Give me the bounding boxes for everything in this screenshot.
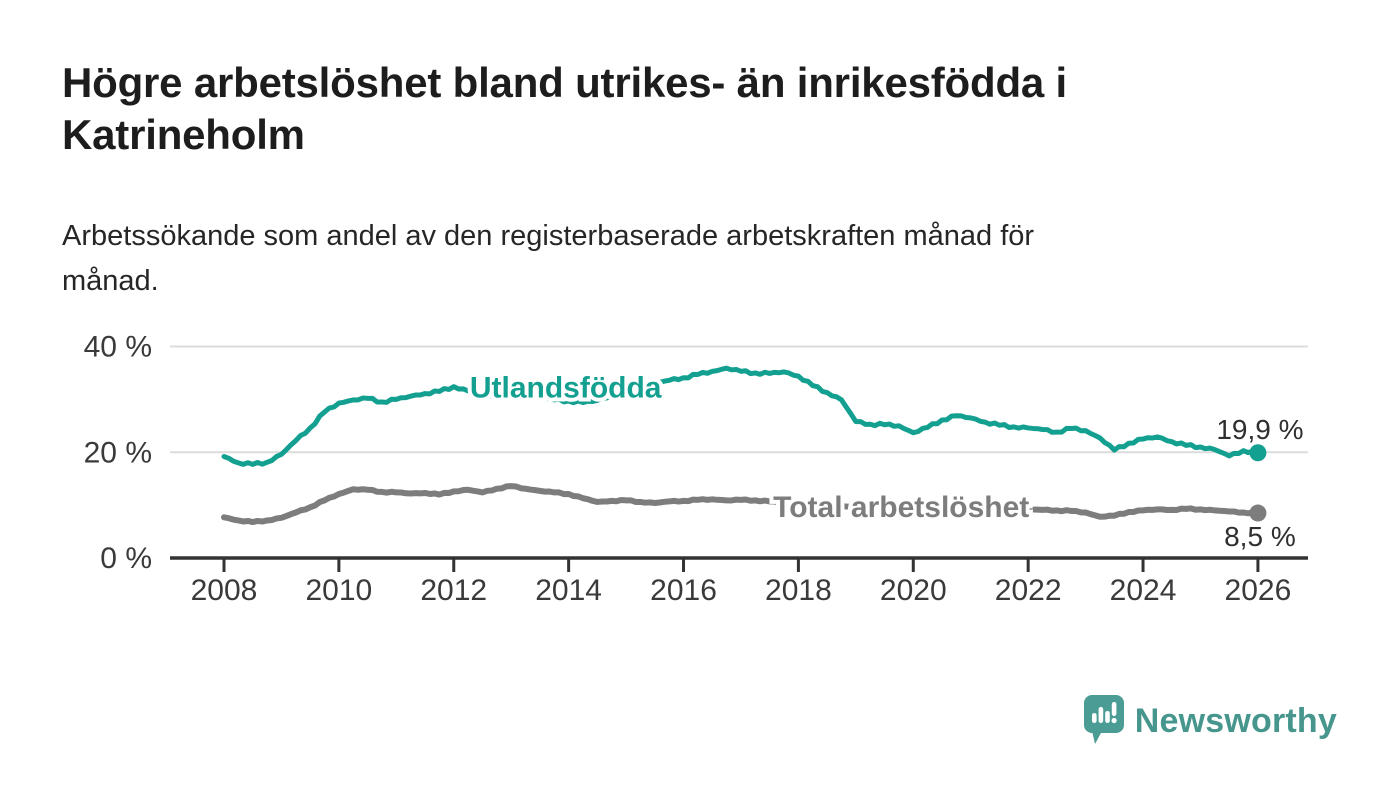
newsworthy-logo: Newsworthy: [1083, 695, 1337, 748]
newsworthy-speech-bubble-barchart-icon: [1083, 695, 1124, 744]
brand-name: Newsworthy: [1134, 702, 1337, 740]
x-axis-label-2022: 2022: [995, 574, 1062, 607]
x-axis-label-2008: 2008: [191, 574, 258, 607]
series-line-total: [221, 483, 1261, 526]
page-title-line-1: Högre arbetslöshet bland utrikes- än inr…: [62, 59, 1068, 106]
end-dot-utlandsfodda: [1249, 444, 1267, 462]
x-axis-label-2018: 2018: [765, 574, 832, 607]
x-axis-label-2024: 2024: [1110, 574, 1177, 607]
chart-subtitle-line-1: Arbetssökande som andel av den registerb…: [62, 220, 1035, 252]
exclamation-bar: [1111, 702, 1117, 716]
y-axis-label-20: 20 %: [84, 436, 152, 469]
x-axis-label-2020: 2020: [880, 574, 947, 607]
x-axis-label-2016: 2016: [650, 574, 717, 607]
chart-subtitle-line-2: månad.: [62, 264, 159, 297]
x-axis-label-2014: 2014: [535, 574, 602, 607]
end-value-label-utlandsfodda: 19,9 %: [1216, 414, 1303, 445]
series-label-utlandsfodda: Utlandsfödda: [470, 371, 662, 404]
x-axis-label-2012: 2012: [420, 574, 487, 607]
y-axis-label-0: 0 %: [100, 542, 152, 575]
y-axis-label-40: 40 %: [84, 331, 152, 364]
page-title-line-2: Katrineholm: [62, 111, 305, 159]
chart-subtitle: Arbetssökande som andel av den registerb…: [62, 214, 1262, 304]
bar-3: [1104, 711, 1110, 723]
exclamation-dot: [1111, 717, 1117, 724]
series-label-total: Total arbetslöshet: [773, 491, 1029, 524]
series-line-utlandsfodda: [221, 365, 1261, 467]
x-axis-label-2026: 2026: [1225, 574, 1292, 607]
x-axis-label-2010: 2010: [306, 574, 373, 607]
bar-2: [1098, 707, 1103, 723]
end-value-label-total: 8,5 %: [1224, 521, 1296, 552]
speech-bubble-shape: [1083, 695, 1124, 744]
bar-1: [1091, 713, 1097, 723]
page-title: Högre arbetslöshet bland utrikes- än inr…: [62, 57, 1232, 161]
end-dot-total: [1249, 504, 1267, 522]
